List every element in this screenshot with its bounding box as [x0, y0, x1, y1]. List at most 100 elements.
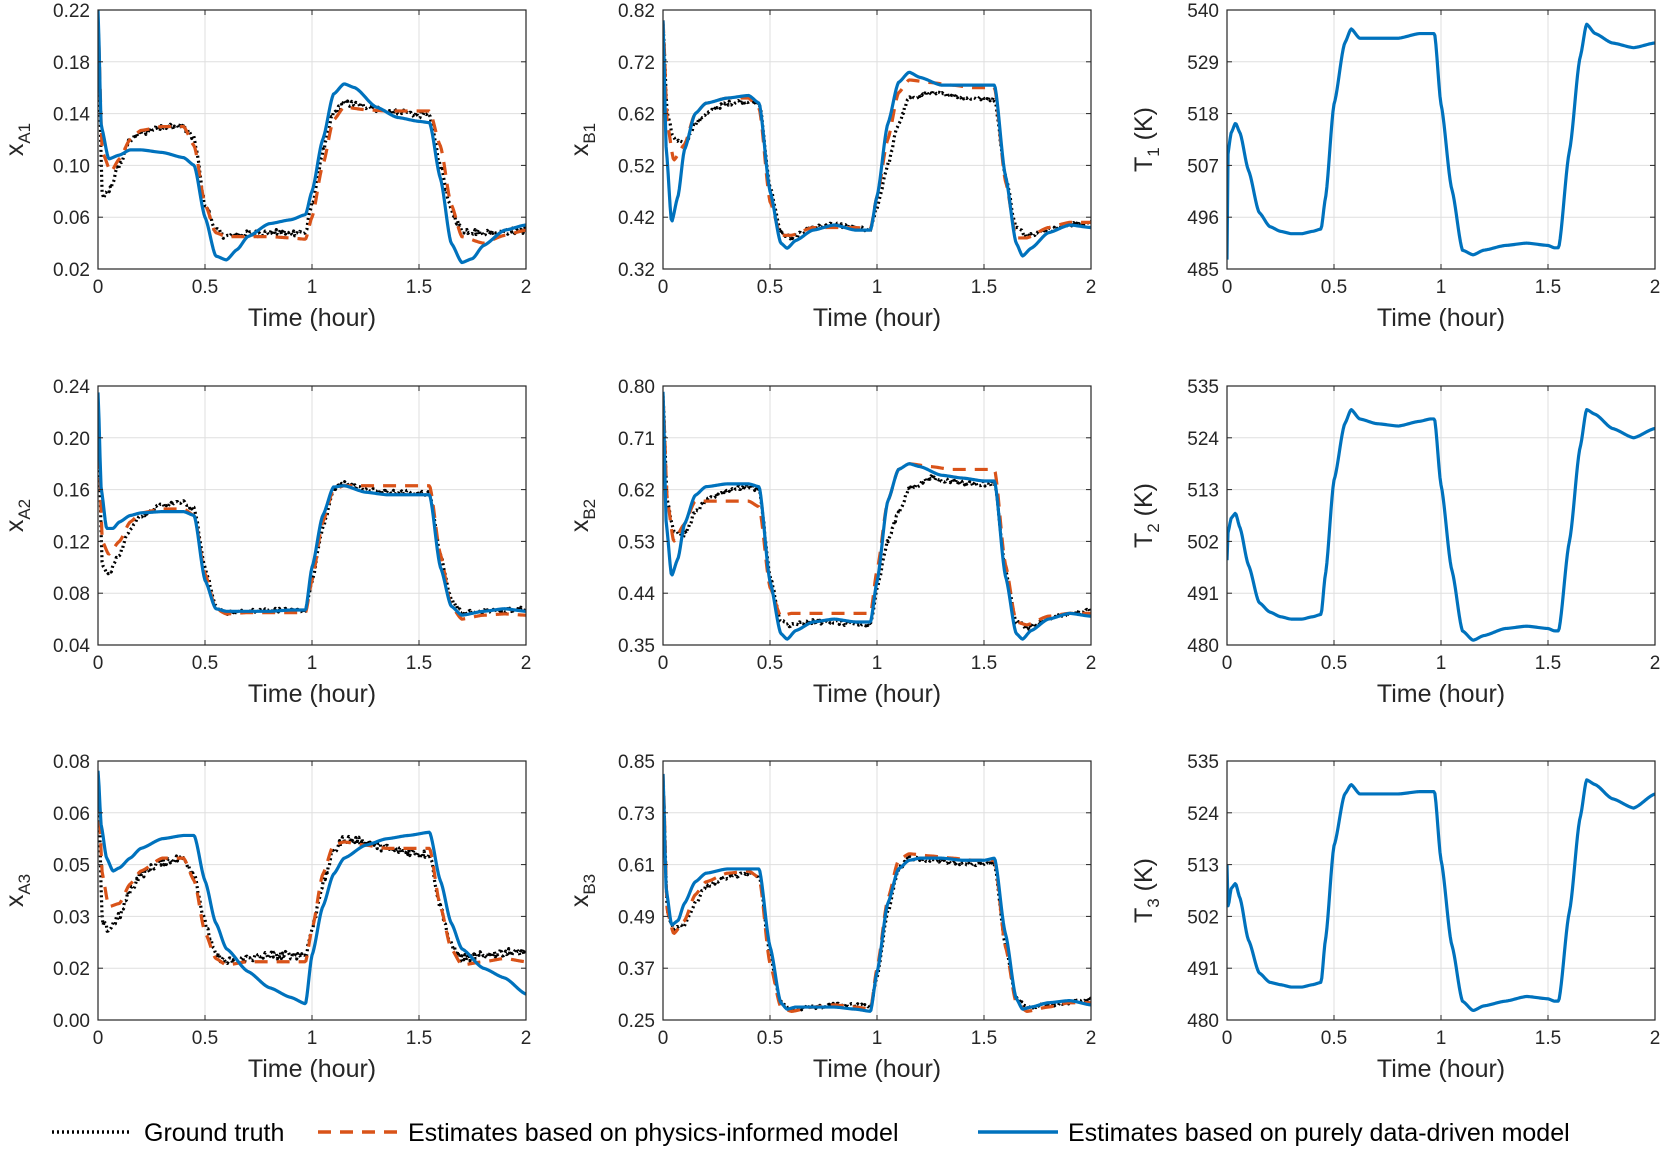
legend-data-driven-label: Estimates based on purely data-driven mo…	[1068, 1119, 1570, 1147]
subplot-T1: 0 0.5 1 1.5 2 485 496 507 518 529 540 Time (hour) T1…	[1130, 1, 1660, 332]
x-tick-label: 2	[521, 277, 532, 298]
x-tick-label: 0	[658, 653, 669, 674]
series-physics-line	[98, 22, 526, 245]
y-tick-label: 529	[1187, 53, 1219, 74]
x-tick-label: 1	[872, 1028, 883, 1049]
y-tick-label: 0.18	[53, 53, 90, 74]
x-axis-label: Time (hour)	[813, 304, 941, 332]
y-tick-label: 496	[1187, 208, 1219, 229]
x-tick-label: 1	[307, 277, 318, 298]
legend-ground-truth-label: Ground truth	[144, 1119, 284, 1147]
series-data-driven-line	[1227, 778, 1655, 1013]
x-tick-label: 1	[307, 1028, 318, 1049]
y-tick-label: 524	[1187, 804, 1219, 825]
series-group	[1227, 408, 1655, 642]
subplot-xB3: 0 0.5 1 1.5 2 0.25 0.37 0.49 0.61 0.73 0.85 Time (h…	[566, 752, 1096, 1083]
y-tick-label: 513	[1187, 856, 1219, 877]
y-tick-label: 507	[1187, 156, 1219, 177]
x-tick-label: 1	[1436, 653, 1447, 674]
y-tick-label: 0.52	[618, 156, 655, 177]
y-tick-label: 0.03	[53, 907, 90, 928]
y-tick-label: 0.08	[53, 752, 90, 773]
subplot-xA2: 0 0.5 1 1.5 2 0.04 0.08 0.12 0.16 0.20 0.24 Time (h…	[1, 377, 531, 708]
y-tick-label: 491	[1187, 959, 1219, 980]
x-tick-label: 0.5	[1321, 277, 1347, 298]
series-group	[98, 392, 526, 621]
y-tick-label: 535	[1187, 752, 1219, 773]
y-tick-label: 502	[1187, 907, 1219, 928]
x-axis-label: Time (hour)	[813, 680, 941, 708]
y-tick-label: 0.49	[618, 907, 655, 928]
y-tick-label: 0.24	[53, 377, 90, 398]
y-tick-label: 0.62	[618, 105, 655, 126]
series-physics-line	[663, 397, 1091, 627]
series-group	[663, 391, 1091, 641]
y-tick-label: 0.42	[618, 208, 655, 229]
y-tick-label: 0.73	[618, 804, 655, 825]
y-tick-label: 0.08	[53, 584, 90, 605]
x-tick-label: 1.5	[971, 653, 997, 674]
series-group	[98, 10, 526, 265]
y-tick-label: 502	[1187, 532, 1219, 553]
series-group	[98, 770, 526, 1006]
x-tick-label: 0	[1222, 1028, 1233, 1049]
subplot-T3: 0 0.5 1 1.5 2 480 491 502 513 524 535 Time (hour) T3…	[1130, 752, 1660, 1083]
x-tick-label: 2	[521, 653, 532, 674]
series-physics-line	[98, 777, 526, 967]
x-tick-label: 2	[1086, 1028, 1097, 1049]
y-tick-label: 491	[1187, 584, 1219, 605]
x-tick-label: 1.5	[406, 277, 432, 298]
x-tick-label: 1	[872, 653, 883, 674]
subplot-xB2: 0 0.5 1 1.5 2 0.35 0.44 0.53 0.62 0.71 0.80 Time (h…	[566, 377, 1096, 708]
x-tick-label: 1.5	[1535, 653, 1561, 674]
series-ground-truth-line	[98, 775, 526, 965]
x-tick-label: 0	[93, 1028, 104, 1049]
y-tick-label: 0.62	[618, 481, 655, 502]
y-tick-label: 0.35	[618, 636, 655, 657]
x-tick-label: 0	[658, 277, 669, 298]
y-tick-label: 0.44	[618, 584, 655, 605]
subplot-xA1: 0 0.5 1 1.5 2 0.02 0.06 0.10 0.14 0.18 0.22 Time (h…	[1, 1, 531, 332]
series-data-driven-line	[663, 391, 1091, 641]
series-physics-line	[663, 773, 1091, 1013]
x-tick-label: 1	[307, 653, 318, 674]
x-tick-label: 1.5	[406, 653, 432, 674]
x-tick-label: 2	[1650, 1028, 1661, 1049]
legend-physics-label: Estimates based on physics-informed mode…	[408, 1119, 899, 1147]
y-tick-label: 0.25	[618, 1011, 655, 1032]
y-tick-label: 0.14	[53, 105, 90, 126]
x-axis-label: Time (hour)	[248, 304, 376, 332]
y-tick-label: 0.00	[53, 1011, 90, 1032]
series-data-driven-line	[98, 770, 526, 1006]
y-tick-label: 485	[1187, 260, 1219, 281]
y-tick-label: 535	[1187, 377, 1219, 398]
y-tick-label: 0.37	[618, 959, 655, 980]
y-axis-label: xB2	[566, 499, 599, 532]
x-axis-label: Time (hour)	[1377, 1055, 1505, 1083]
x-tick-label: 0.5	[757, 653, 783, 674]
legend: Ground truth Estimates based on physics-…	[52, 1119, 1570, 1147]
x-tick-label: 2	[1650, 653, 1661, 674]
y-tick-label: 540	[1187, 1, 1219, 22]
y-tick-label: 0.80	[618, 377, 655, 398]
subplot-T2: 0 0.5 1 1.5 2 480 491 502 513 524 535 Time (hour) T2…	[1130, 377, 1660, 708]
x-axis-label: Time (hour)	[248, 1055, 376, 1083]
y-axis-label: T2 (K)	[1130, 483, 1163, 548]
y-tick-label: 0.06	[53, 208, 90, 229]
y-tick-label: 0.32	[618, 260, 655, 281]
x-tick-label: 2	[1650, 277, 1661, 298]
x-tick-label: 0.5	[757, 277, 783, 298]
series-group	[663, 773, 1091, 1013]
x-tick-label: 0.5	[192, 277, 218, 298]
y-tick-label: 0.61	[618, 856, 655, 877]
x-tick-label: 0	[1222, 653, 1233, 674]
y-axis-label: xA2	[1, 499, 34, 532]
y-tick-label: 0.16	[53, 481, 90, 502]
y-tick-label: 0.05	[53, 856, 90, 877]
y-axis-label: T1 (K)	[1130, 107, 1163, 172]
x-axis-label: Time (hour)	[813, 1055, 941, 1083]
x-tick-label: 0	[1222, 277, 1233, 298]
x-tick-label: 1.5	[1535, 277, 1561, 298]
y-tick-label: 0.02	[53, 260, 90, 281]
series-data-driven-line	[663, 773, 1091, 1013]
